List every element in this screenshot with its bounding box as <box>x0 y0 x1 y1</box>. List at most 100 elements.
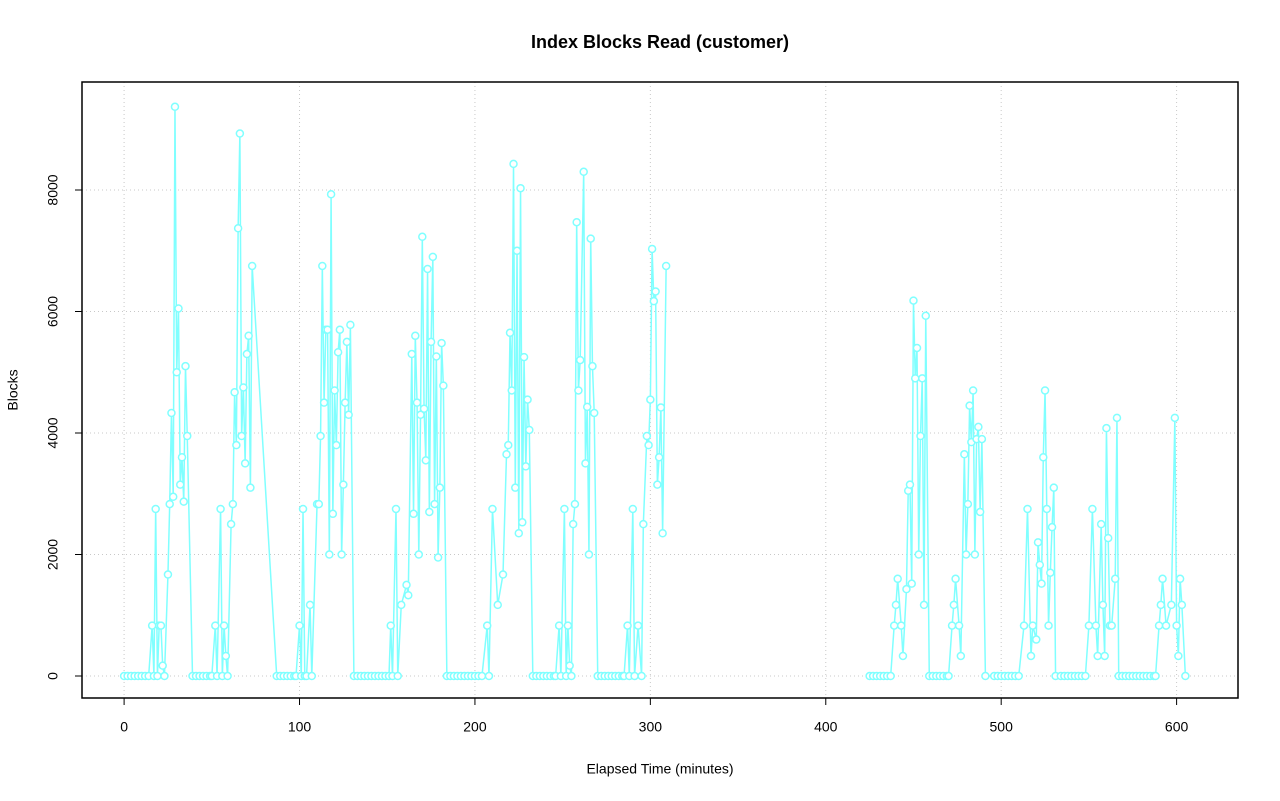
data-point <box>586 234 595 243</box>
data-point <box>181 361 190 371</box>
data-point <box>1084 621 1094 630</box>
data-point <box>509 159 518 169</box>
data-point <box>567 671 576 681</box>
data-point <box>516 183 525 193</box>
data-point <box>179 497 188 506</box>
data-point <box>896 621 906 630</box>
plot-frame <box>81 81 1239 699</box>
data-point <box>183 431 192 441</box>
data-point <box>433 553 443 562</box>
data-point <box>307 671 317 681</box>
data-point <box>917 374 927 383</box>
x-tick-label: 100 <box>288 719 312 735</box>
data-point <box>1154 621 1164 630</box>
y-tick-label: 2000 <box>45 539 61 570</box>
data-point <box>507 386 517 395</box>
data-point <box>419 404 429 413</box>
data-point <box>216 504 225 514</box>
data-point <box>421 456 431 465</box>
data-point <box>167 408 176 418</box>
data-point <box>951 574 960 584</box>
data-point <box>412 398 422 407</box>
data-point <box>521 462 531 471</box>
data-point <box>1170 413 1180 423</box>
y-axis-label: Blocks <box>5 369 21 410</box>
data-point <box>319 398 329 407</box>
data-point <box>240 459 250 468</box>
data-point <box>584 550 594 559</box>
data-point <box>637 671 646 681</box>
data-point <box>174 304 183 313</box>
data-point <box>1156 600 1166 610</box>
y-tick-label: 6000 <box>45 296 61 327</box>
data-point <box>386 621 395 630</box>
data-point <box>1103 533 1113 543</box>
data-point <box>519 352 529 362</box>
data-point <box>239 383 248 392</box>
data-point <box>912 343 922 353</box>
data-point <box>325 550 334 559</box>
data-point <box>642 431 652 441</box>
data-point <box>654 453 664 462</box>
data-point <box>886 671 895 681</box>
data-point <box>147 621 157 630</box>
data-point <box>425 507 434 517</box>
data-point <box>337 550 346 559</box>
data-point <box>151 504 160 514</box>
data-point <box>514 528 524 538</box>
data-point <box>1047 522 1057 532</box>
data-point <box>916 431 925 441</box>
data-point <box>589 408 599 418</box>
data-point <box>965 401 974 410</box>
data-point <box>316 431 325 441</box>
data-point <box>156 621 166 630</box>
data-point <box>1112 413 1122 423</box>
data-point <box>165 499 174 509</box>
data-point <box>402 580 411 590</box>
data-point <box>646 395 655 404</box>
data-point <box>1096 519 1106 529</box>
data-point <box>339 480 348 489</box>
data-point <box>649 296 659 306</box>
data-point <box>393 671 403 681</box>
data-point <box>170 102 180 112</box>
data-point <box>1091 621 1101 630</box>
data-point <box>416 410 425 420</box>
data-point <box>504 440 513 450</box>
x-tick-label: 300 <box>639 719 663 735</box>
data-point <box>518 518 527 527</box>
data-point <box>246 483 255 492</box>
data-point <box>1100 651 1109 661</box>
data-point <box>560 504 569 514</box>
data-point <box>512 246 522 256</box>
data-point <box>1019 621 1029 630</box>
x-axis-label: Elapsed Time (minutes) <box>586 761 733 777</box>
data-point <box>511 483 520 492</box>
data-point <box>977 434 987 444</box>
data-point <box>332 440 341 450</box>
data-point <box>1014 671 1023 681</box>
data-point <box>961 550 971 559</box>
data-point <box>409 509 418 519</box>
plot-data <box>119 102 1190 681</box>
data-point <box>975 507 985 517</box>
data-point <box>902 584 911 594</box>
data-point <box>891 600 901 610</box>
data-point <box>493 600 502 610</box>
data-point <box>661 261 671 271</box>
data-point <box>439 381 448 390</box>
data-point <box>525 425 534 435</box>
data-point <box>221 651 231 661</box>
data-point <box>653 480 662 489</box>
data-point <box>342 337 352 347</box>
data-point <box>295 621 304 630</box>
data-point <box>1042 504 1052 514</box>
data-point <box>323 325 332 334</box>
data-point <box>437 338 446 348</box>
data-point <box>1158 574 1167 584</box>
data-point <box>1181 671 1190 681</box>
data-point <box>219 621 229 630</box>
data-point <box>898 651 908 661</box>
data-point <box>426 337 436 347</box>
